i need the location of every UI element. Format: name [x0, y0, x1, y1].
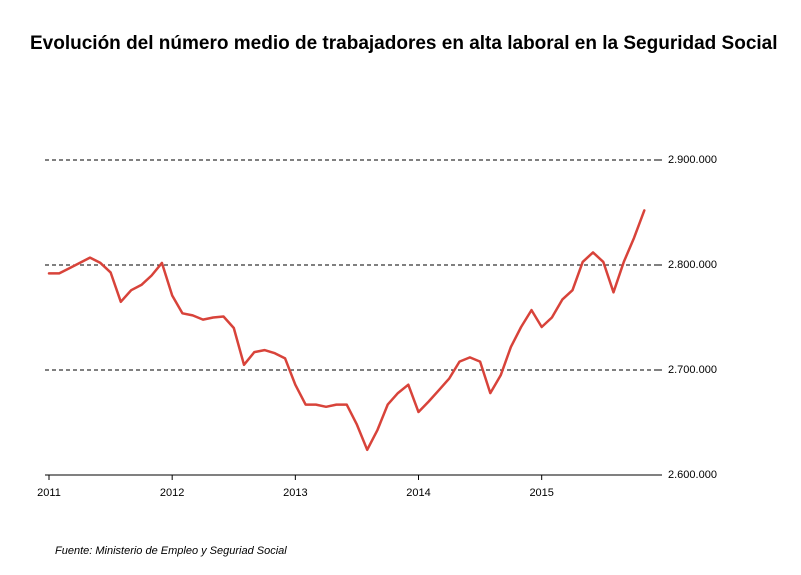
x-tick-label: 2014 — [406, 487, 430, 499]
y-tick-label: 2.900.000 — [668, 154, 717, 166]
x-tick-label: 2013 — [283, 487, 307, 499]
data-line — [47, 209, 646, 452]
x-tick-label: 2015 — [529, 487, 553, 499]
y-tick-label: 2.600.000 — [668, 469, 717, 481]
y-tick-label: 2.700.000 — [668, 364, 717, 376]
x-tick-label: 2012 — [160, 487, 184, 499]
chart-title: Evolución del número medio de trabajador… — [30, 33, 778, 54]
source-note: Fuente: Ministerio de Empleo y Seguriad … — [55, 545, 287, 557]
y-tick-label: 2.800.000 — [668, 259, 717, 271]
x-tick-label: 2011 — [37, 487, 61, 499]
